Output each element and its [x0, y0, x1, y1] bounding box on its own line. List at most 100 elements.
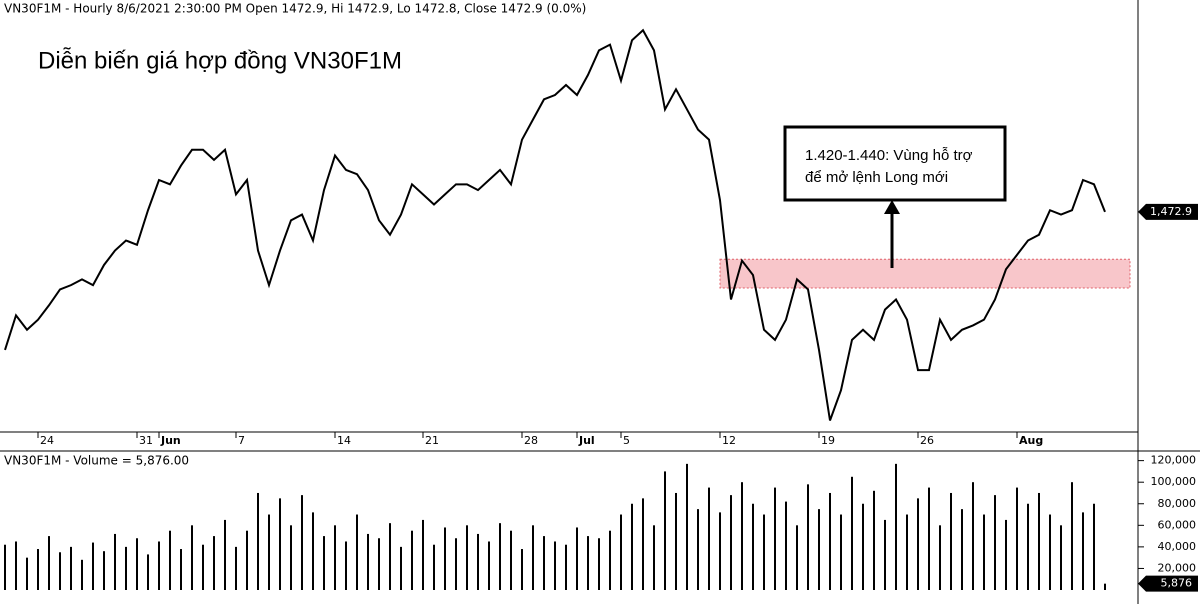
volume-bar: [345, 541, 347, 590]
x-tick-label: 31: [139, 434, 153, 447]
volume-bar: [202, 544, 204, 590]
volume-bar: [521, 549, 523, 590]
volume-bar: [92, 542, 94, 590]
volume-bar: [411, 530, 413, 590]
price-line: [4, 28, 1106, 421]
volume-bar: [433, 544, 435, 590]
volume-bar: [147, 554, 149, 590]
volume-bar: [26, 557, 28, 590]
volume-bar: [114, 533, 116, 590]
volume-bar: [125, 546, 127, 590]
volume-bar: [653, 525, 655, 590]
volume-bar: [873, 490, 875, 590]
volume-bar: [609, 530, 611, 590]
volume-bar: [290, 525, 292, 590]
x-tick-label: 24: [40, 434, 54, 447]
volume-bar: [928, 487, 930, 590]
volume-bar: [642, 498, 644, 590]
volume-bar: [862, 503, 864, 590]
volume-bar: [961, 509, 963, 590]
volume-bar: [1038, 492, 1040, 590]
arrow-head: [884, 200, 900, 214]
volume-bar: [829, 492, 831, 590]
volume-bar: [378, 538, 380, 590]
volume-bar: [675, 492, 677, 590]
volume-bar: [301, 495, 303, 590]
y-tick-label: 20,000: [1158, 561, 1197, 574]
volume-bar: [323, 536, 325, 590]
annotation-line: 1.420-1.440: Vùng hỗ trợ: [805, 147, 973, 164]
volume-bar: [708, 487, 710, 590]
chart-title: Diễn biến giá hợp đồng VN30F1M: [38, 47, 402, 74]
volume-bar: [983, 514, 985, 590]
volume-bar: [312, 512, 314, 590]
volume-bar: [532, 525, 534, 590]
x-tick-label: 19: [821, 434, 835, 447]
y-tick-label: 120,000: [1151, 454, 1197, 467]
volume-bar: [136, 538, 138, 590]
volume-bar: [686, 463, 688, 590]
volume-bar: [334, 525, 336, 590]
volume-bar: [807, 484, 809, 590]
volume-bar: [1071, 482, 1073, 590]
volume-bar: [895, 463, 897, 590]
volume-bar: [752, 503, 754, 590]
volume-bar: [620, 514, 622, 590]
volume-bar: [279, 498, 281, 590]
volume-bar: [356, 514, 358, 590]
volume-bar: [939, 525, 941, 590]
volume-bar: [840, 514, 842, 590]
support-zone: [719, 258, 1131, 289]
volume-bar: [631, 503, 633, 590]
volume-title: VN30F1M - Volume = 5,876.00: [4, 454, 189, 468]
volume-bar: [422, 519, 424, 590]
x-tick-label: 28: [524, 434, 538, 447]
x-tick-label: 12: [722, 434, 736, 447]
volume-bar: [741, 482, 743, 590]
volume-bar: [1082, 512, 1084, 590]
volume-bar: [257, 492, 259, 590]
volume-bar: [191, 525, 193, 590]
volume-bar: [70, 546, 72, 590]
volume-bar: [15, 541, 17, 590]
volume-bar: [59, 552, 61, 590]
last-volume-flag: [1138, 575, 1198, 592]
volume-bar: [1104, 583, 1106, 590]
last-volume-label: 5,876: [1161, 577, 1193, 590]
x-tick-label: Aug: [1019, 434, 1043, 447]
volume-bar: [169, 530, 171, 590]
volume-bar: [466, 525, 468, 590]
volume-bar: [1093, 503, 1095, 590]
volume-bar: [598, 538, 600, 590]
last-price-label: 1,472.9: [1150, 205, 1192, 218]
volume-bar: [664, 471, 666, 590]
volume-bar: [1005, 519, 1007, 590]
volume-bar: [444, 527, 446, 590]
volume-bar: [906, 514, 908, 590]
volume-bar: [774, 487, 776, 590]
volume-bar: [224, 519, 226, 590]
volume-bar: [884, 519, 886, 590]
volume-bar: [1027, 503, 1029, 590]
volume-bar: [554, 541, 556, 590]
volume-bar: [950, 492, 952, 590]
y-tick-label: 80,000: [1158, 497, 1197, 510]
volume-bar: [565, 544, 567, 590]
volume-bar: [763, 514, 765, 590]
volume-bar: [818, 509, 820, 590]
volume-bar: [81, 559, 83, 590]
volume-bar: [180, 549, 182, 590]
volume-bar: [477, 533, 479, 590]
volume-bar: [543, 536, 545, 590]
volume-bar: [796, 525, 798, 590]
volume-bar: [37, 549, 39, 590]
x-tick-label: Jun: [160, 434, 181, 447]
volume-bar: [719, 512, 721, 590]
volume-bar: [510, 530, 512, 590]
volume-bar: [400, 546, 402, 590]
last-price-flag: [1138, 203, 1198, 220]
volume-bar: [48, 536, 50, 590]
